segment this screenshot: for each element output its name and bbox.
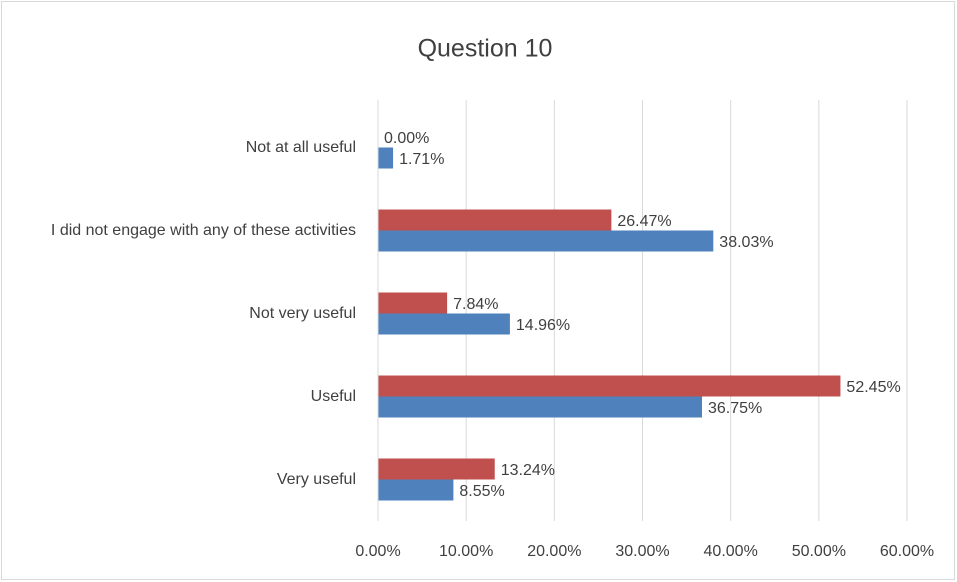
y-tick-label: I did not engage with any of these activ… <box>50 221 356 239</box>
value-label: 36.75% <box>708 400 762 417</box>
category-label-box: Not very useful <box>6 303 356 325</box>
y-tick-label: Not at all useful <box>245 138 356 156</box>
bar <box>378 209 612 231</box>
value-label: 38.03% <box>719 234 773 251</box>
category-label-box: Very useful <box>6 469 356 491</box>
x-tick-label: 0.00% <box>355 543 400 560</box>
x-tick-label: 30.00% <box>615 543 669 560</box>
category-label-box: Not at all useful <box>6 137 356 159</box>
value-label: 14.96% <box>516 317 570 334</box>
bar <box>378 479 454 501</box>
bar <box>378 230 714 252</box>
value-label: 1.71% <box>399 151 444 168</box>
bar <box>378 458 495 480</box>
bar <box>378 313 510 335</box>
chart-title: Question 10 <box>418 35 553 63</box>
value-label: 13.24% <box>501 462 555 479</box>
bar <box>378 375 841 397</box>
bar <box>378 292 448 314</box>
category-label-box: I did not engage with any of these activ… <box>6 220 356 242</box>
value-label: 8.55% <box>459 483 504 500</box>
value-label: 52.45% <box>846 379 900 396</box>
y-tick-label: Useful <box>310 387 356 405</box>
x-tick-label: 60.00% <box>880 543 934 560</box>
y-tick-label: Very useful <box>276 470 356 488</box>
x-tick-label: 50.00% <box>792 543 846 560</box>
value-label: 0.00% <box>384 130 429 147</box>
value-label: 7.84% <box>453 296 498 313</box>
bar <box>378 147 394 169</box>
category-label-box: Useful <box>6 386 356 408</box>
bar <box>378 396 703 418</box>
x-tick-label: 40.00% <box>704 543 758 560</box>
x-tick-label: 10.00% <box>439 543 493 560</box>
value-label: 26.47% <box>617 213 671 230</box>
y-tick-label: Not very useful <box>249 304 356 322</box>
x-tick-label: 20.00% <box>527 543 581 560</box>
